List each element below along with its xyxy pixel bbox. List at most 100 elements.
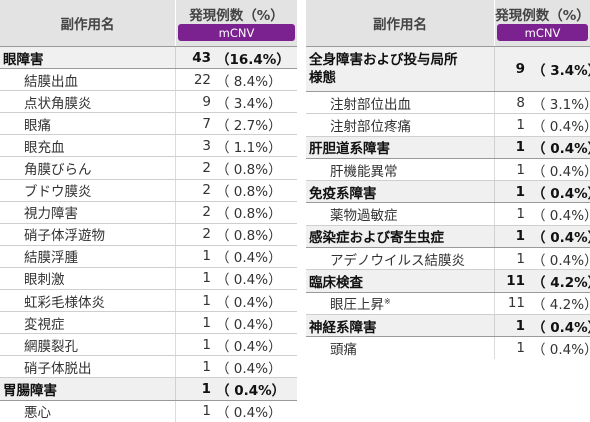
incidence-count: 1 [515,317,525,334]
footnote-mark: ※ [384,296,391,306]
category-row: 感染症および寄生虫症 1 （ 0.4%） [306,225,590,249]
reaction-name-text: 角膜びらん [24,162,92,179]
reaction-name: 網膜裂孔 [0,334,78,355]
column-divider [175,47,176,69]
reaction-name-text: アデノウイルス結膜炎 [330,252,465,269]
reaction-name-text: 硝子体脱出 [24,360,92,377]
column-divider [494,225,495,248]
column-divider [494,136,495,158]
table-header: 副作用名 発現例数（%） mCNV [0,0,297,47]
column-divider [175,179,176,201]
incidence-percent: （ 0.4%） [532,118,590,135]
reaction-name: 注射部位出血 [306,92,411,113]
incidence-count: 1 [202,336,211,353]
column-divider [494,203,495,225]
column-header-incidence: 発現例数（%） [189,8,284,24]
incidence-percent: （ 0.4%） [532,341,590,358]
reaction-name: 虹彩毛様体炎 [0,290,105,311]
column-divider [175,113,176,135]
reaction-name: ブドウ膜炎 [0,180,92,201]
reaction-name-text: 硝子体浮遊物 [24,228,105,245]
incidence-count: 1 [515,183,525,200]
mcnv-badge: mCNV [497,24,588,41]
incidence-percent: （ 8.4%） [216,73,282,90]
reaction-row: 結膜浮腫 1 （ 0.4%） [0,245,297,268]
column-divider [494,114,495,136]
adverse-reactions-table-left: 副作用名 発現例数（%） mCNV 眼障害 43 （16.4%） 結膜出血 22 （ 8.… [0,0,297,422]
column-divider [175,135,176,157]
reaction-row: 視力障害 2 （ 0.8%） [0,201,297,224]
incidence-count: 11 [507,295,525,312]
reaction-name: 視力障害 [0,202,78,223]
incidence-percent: （ 0.4%） [532,208,590,225]
category-row: 免疫系障害 1 （ 0.4%） [306,181,590,204]
reaction-name: 肝機能異常 [306,159,398,180]
category-name: 肝胆道系障害 [306,137,390,158]
reaction-row: 肝機能異常 1 （ 0.4%） [306,158,590,182]
reaction-name-text: 肝胆道系障害 [309,141,390,158]
reaction-row: 頭痛 1 （ 0.4%） [306,337,590,359]
reaction-name: 眼圧上昇 ※ [306,293,391,314]
incidence-count: 9 [515,61,525,77]
category-row: 眼障害 43 （16.4%） [0,47,297,70]
reaction-row: 眼刺激 1 （ 0.4%） [0,267,297,291]
table-header: 副作用名 発現例数（%） mCNV [306,0,590,47]
incidence-percent: （ 2.7%） [216,117,282,134]
reaction-row: 眼充血 3 （ 1.1%） [0,135,297,158]
incidence-count: 1 [202,248,211,265]
incidence-count: 2 [202,182,211,199]
reaction-name-text: 結膜浮腫 [24,250,78,267]
category-name: 臨床検査 [306,270,363,291]
incidence-percent: （ 0.4%） [216,316,282,333]
category-name: 感染症および寄生虫症 [306,226,444,247]
reaction-row: 薬物過敏症 1 （ 0.4%） [306,203,590,226]
incidence-percent: （ 0.4%） [216,338,282,355]
reaction-row: 硝子体浮遊物 2 （ 0.8%） [0,223,297,246]
incidence-percent: （ 0.4%） [216,272,282,289]
adverse-reactions-table-right: 副作用名 発現例数（%） mCNV 全身障害および投与局所様態 9 （ 3.4%） 注… [306,0,590,359]
incidence-percent: （ 3.4%） [532,63,590,79]
reaction-name-text: 注射部位出血 [330,96,411,113]
category-name: 眼障害 [0,47,44,68]
reaction-row: 網膜裂孔 1 （ 0.4%） [0,334,297,357]
reaction-row: 眼圧上昇※ 11 （ 4.2%） [306,292,590,315]
column-header-reaction-name: 副作用名 [373,17,427,33]
reaction-row: 変視症 1 （ 0.4%） [0,312,297,335]
incidence-percent: （ 4.2%） [532,297,590,314]
incidence-count: 1 [516,250,525,267]
incidence-count: 22 [193,71,211,88]
reaction-name-text: 網膜裂孔 [24,338,78,355]
column-divider [175,0,176,46]
reaction-name: 硝子体脱出 [0,356,92,377]
reaction-name: 角膜びらん [0,157,92,178]
table-body: 眼障害 43 （16.4%） 結膜出血 22 （ 8.4%） 点状角膜炎 9 （ 3.4%） 眼痛… [0,47,297,422]
incidence-percent: （ 3.1%） [532,96,590,113]
incidence-percent: （ 1.1%） [216,139,282,156]
category-name: 胃腸障害 [0,378,57,399]
column-divider [494,270,495,292]
reaction-name-text: 眼痛 [24,117,51,134]
reaction-name: 結膜浮腫 [0,246,78,267]
column-divider [494,314,495,337]
reaction-name-text: 感染症および寄生虫症 [309,230,444,247]
incidence-percent: （ 0.4%） [216,250,282,267]
incidence-percent: （ 3.4%） [216,95,282,112]
column-divider [175,201,176,223]
category-row: 胃腸障害 1 （ 0.4%） [0,378,297,401]
column-divider [175,91,176,113]
column-divider [494,337,495,359]
incidence-count: 2 [202,204,211,221]
reaction-row: 硝子体脱出 1 （ 0.4%） [0,356,297,379]
incidence-percent: （ 0.8%） [216,184,282,201]
reaction-row: アデノウイルス結膜炎 1 （ 0.4%） [306,248,590,271]
column-divider [175,378,176,400]
reaction-name: アデノウイルス結膜炎 [306,248,465,269]
reaction-name: 注射部位疼痛 [306,114,411,135]
reaction-name-text: 肝機能異常 [330,163,398,180]
incidence-count: 1 [516,161,525,178]
column-divider [494,248,495,270]
incidence-count: 1 [202,314,211,331]
incidence-count: 1 [515,139,525,156]
category-row: 臨床検査 11 （ 4.2%） [306,270,590,293]
